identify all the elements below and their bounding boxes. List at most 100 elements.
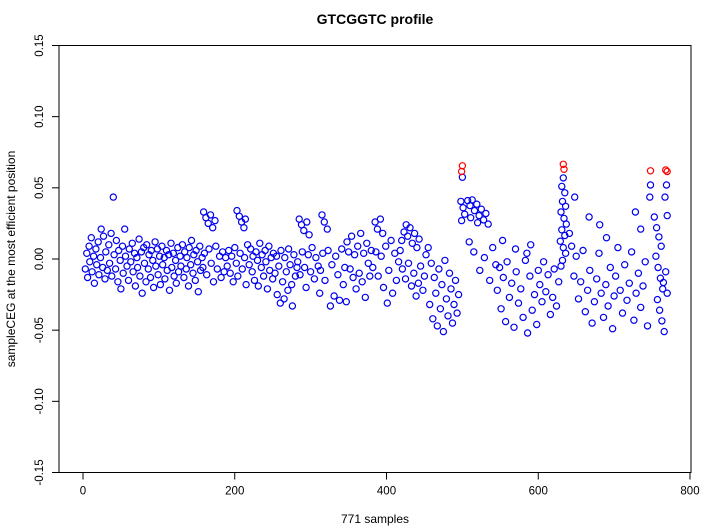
data-point [133, 253, 141, 262]
data-point [276, 299, 284, 307]
data-point [318, 211, 326, 219]
x-tick-label: 600 [529, 486, 548, 498]
data-point [245, 261, 253, 269]
data-point [170, 272, 178, 280]
outlier-point [663, 167, 671, 176]
data-point [493, 286, 501, 294]
y-tick-label: -0.05 [34, 317, 46, 343]
data-point [503, 258, 511, 266]
data-point [171, 256, 180, 265]
data-point [457, 216, 466, 225]
data-point [213, 265, 221, 273]
data-point [102, 248, 110, 256]
data-point [156, 280, 165, 289]
data-point [556, 237, 565, 245]
data-point [376, 215, 385, 223]
data-point [459, 204, 467, 212]
data-point [579, 246, 587, 255]
data-point [627, 248, 636, 256]
data-point [630, 316, 638, 324]
data-point [155, 252, 164, 260]
data-point [400, 228, 408, 236]
data-point [457, 197, 465, 206]
data-point [521, 256, 530, 265]
data-point [250, 276, 259, 285]
data-point [416, 262, 425, 270]
data-point [654, 263, 662, 272]
data-point [424, 243, 432, 252]
data-point [137, 248, 146, 256]
data-point [332, 252, 340, 260]
data-point [208, 223, 217, 232]
data-point [574, 295, 583, 303]
data-point [408, 239, 416, 247]
data-point [583, 286, 592, 294]
data-point [461, 210, 469, 218]
data-point [593, 275, 601, 283]
data-point [599, 313, 608, 322]
data-point [229, 278, 237, 286]
data-point [162, 246, 171, 255]
data-point [558, 226, 566, 234]
data-point [248, 268, 256, 276]
data-point [657, 242, 665, 250]
data-point [96, 253, 105, 262]
data-point [154, 271, 162, 279]
data-point [183, 253, 191, 262]
data-point [355, 269, 363, 277]
data-point [470, 248, 478, 256]
data-point [240, 223, 248, 232]
data-point [198, 253, 206, 262]
data-point [303, 218, 311, 226]
data-point [133, 263, 142, 272]
data-point [618, 309, 627, 317]
data-point [338, 245, 346, 253]
data-point [202, 271, 211, 279]
data-point [453, 309, 461, 317]
data-point [596, 221, 604, 229]
data-point [282, 268, 290, 276]
data-point [653, 295, 662, 304]
data-point [288, 302, 297, 310]
data-point [662, 181, 671, 189]
data-point [252, 248, 260, 256]
data-point [83, 249, 91, 257]
data-point [426, 300, 434, 309]
data-point [429, 315, 437, 323]
data-point [117, 285, 125, 293]
data-point [407, 282, 416, 290]
data-point [92, 245, 100, 253]
data-point [261, 246, 269, 255]
data-point [94, 238, 102, 246]
data-point [288, 280, 296, 289]
data-point [142, 241, 151, 249]
data-point [146, 273, 155, 282]
data-point [439, 327, 448, 336]
data-point [189, 269, 197, 277]
data-point [278, 278, 287, 286]
data-point [610, 292, 618, 300]
data-point [243, 241, 252, 249]
data-point [528, 306, 536, 314]
data-point [414, 279, 423, 287]
data-point [394, 258, 403, 266]
chart-title: GTCGGTC profile [316, 11, 434, 27]
y-tick-label: 0.00 [34, 248, 46, 270]
data-point [398, 265, 407, 273]
data-point [387, 236, 395, 245]
data-point [298, 248, 306, 256]
outlier-point [560, 165, 568, 173]
data-point [111, 265, 120, 273]
data-point [602, 233, 611, 242]
data-point [652, 252, 660, 260]
data-point [539, 258, 548, 266]
data-point [330, 292, 338, 300]
data-point [190, 250, 198, 259]
data-point [501, 317, 510, 326]
data-point [145, 250, 153, 259]
data-point [349, 273, 357, 282]
data-point [451, 276, 460, 285]
data-point [326, 302, 335, 310]
data-point [614, 243, 622, 252]
